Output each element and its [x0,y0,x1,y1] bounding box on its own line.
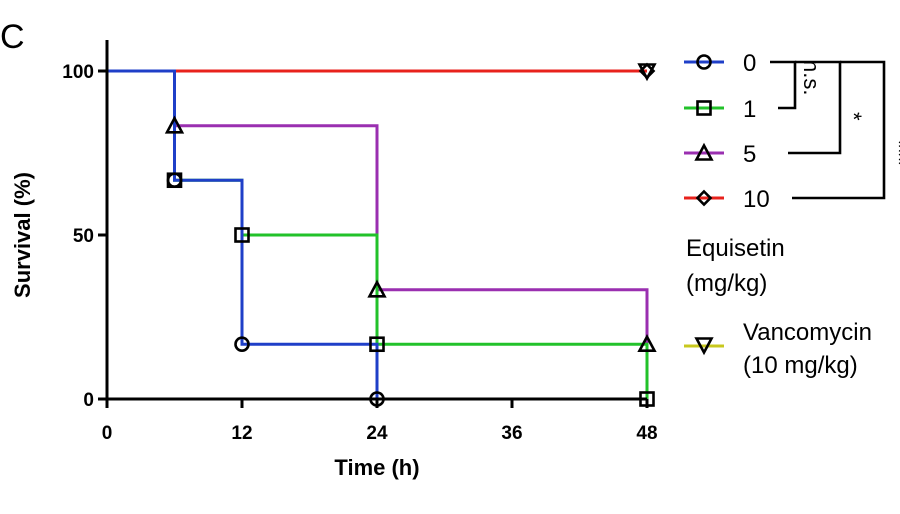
data-point-series-4 [637,63,657,82]
x-tick-label: 24 [366,423,388,444]
data-point-series-1 [369,336,385,353]
y-tick-label: 100 [62,62,94,83]
x-tick-label: 0 [102,423,113,444]
legend: 0 1 5 10 Equisetin (mg/kg) Vancomycin (10 mg/kg… [684,50,872,379]
legend-label-10: 10 [743,186,770,213]
y-tick-label: 50 [73,226,94,247]
plot-markers [164,62,657,407]
sig-label-2: *** [886,140,900,166]
data-point-series-1 [166,172,183,189]
y-tick-label: 0 [83,390,94,411]
sig-bracket-ns [770,60,797,110]
legend-marker-1 [696,100,712,116]
legend-group-label: Equisetin [686,235,785,262]
ticks: 0 12 24 36 48 0 50 100 [62,62,657,444]
legend-marker-5 [694,142,714,161]
panel-label: C [0,18,25,56]
data-point-series-2 [164,115,185,134]
legend-label-vancomycin: Vancomycin [743,319,872,346]
x-tick-label: 36 [501,423,522,444]
legend-label-5: 5 [743,141,756,168]
legend-marker-vancomycin [694,337,714,356]
legend-label-vancomycin-dose: (10 mg/kg) [743,352,858,379]
x-tick-label: 12 [231,423,252,444]
legend-label-0: 0 [743,50,756,77]
sig-label-0: n.s. [799,60,824,95]
legend-marker-0 [696,54,712,70]
legend-label-1: 1 [743,96,756,123]
data-point-series-1 [234,227,250,243]
x-tick-label: 48 [636,423,657,444]
y-axis-title: Survival (%) [10,172,35,298]
significance-brackets: n.s.**** [770,60,900,200]
legend-group-unit: (mg/kg) [686,270,767,297]
plot-lines [107,69,649,399]
sig-bracket-star [788,60,842,155]
series-line-0 [107,69,379,399]
sig-label-1: * [841,112,866,121]
sig-bracket-triple [792,60,886,200]
data-point-series-2 [637,333,657,353]
data-point-series-0 [234,336,250,353]
legend-marker-10 [695,189,713,207]
data-point-series-2 [367,279,387,298]
x-axis-title: Time (h) [334,455,419,480]
